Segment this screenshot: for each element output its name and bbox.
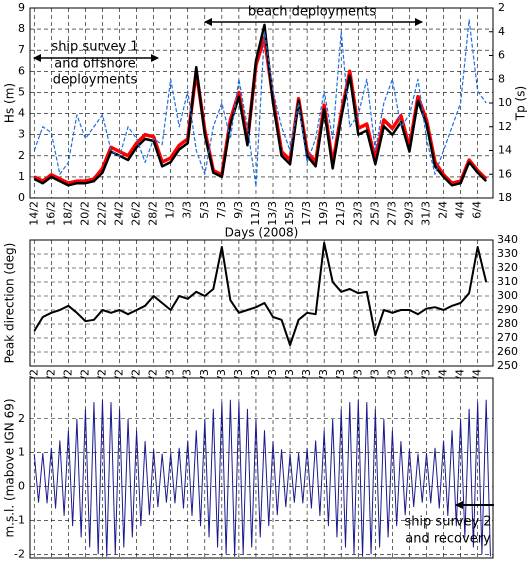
x-tick-label: 2/4 bbox=[437, 201, 450, 219]
y-tick-label: 2 bbox=[18, 412, 25, 425]
x-axis-title: Days (2008) bbox=[225, 226, 299, 240]
y2-tick-label: 6 bbox=[498, 49, 505, 62]
annotation: and recovery bbox=[405, 532, 491, 547]
x-tick-label: 20/2 bbox=[78, 201, 91, 226]
y-axis-title: Hs (m) bbox=[3, 83, 17, 123]
y2-tick-label: 10 bbox=[498, 96, 512, 109]
x-tick-label: 11/3 bbox=[249, 201, 262, 226]
x-tick-label: 19/3 bbox=[317, 201, 330, 226]
x-tick-label: 5/3 bbox=[198, 201, 211, 219]
x-tick-label: 7/3 bbox=[215, 201, 228, 219]
x-tick-label: 13/3 bbox=[266, 201, 279, 226]
y-tick-label: 320 bbox=[497, 261, 518, 274]
annotation: ship survey 1 bbox=[51, 40, 138, 55]
y2-tick-label: 4 bbox=[498, 25, 505, 38]
x-tick-label: 16/2 bbox=[44, 201, 57, 226]
y-tick-label: 7 bbox=[18, 43, 25, 56]
x-tick-label: 14/2 bbox=[27, 201, 40, 226]
y-tick-label: 300 bbox=[497, 289, 518, 302]
y-tick-label: 0 bbox=[18, 191, 25, 204]
annotation: ship survey 2 bbox=[404, 515, 491, 530]
y-tick-label: 1 bbox=[18, 170, 25, 183]
y-tick-label: 340 bbox=[497, 233, 518, 246]
y-tick-label: 4 bbox=[18, 107, 25, 120]
x-tick-label: 25/3 bbox=[368, 201, 381, 226]
y-tick-label: 2 bbox=[18, 149, 25, 162]
y2-tick-label: 12 bbox=[498, 120, 512, 133]
y2-tick-label: 18 bbox=[498, 191, 512, 204]
y-tick-label: -2 bbox=[14, 548, 25, 561]
data-line bbox=[33, 399, 491, 557]
y-tick-label: 260 bbox=[497, 345, 518, 358]
x-tick-label: 1/3 bbox=[164, 201, 177, 219]
y-tick-label: 9 bbox=[18, 1, 25, 14]
x-tick-label: 22/2 bbox=[95, 201, 108, 226]
data-line bbox=[33, 19, 487, 187]
y-tick-label: 0 bbox=[18, 480, 25, 493]
x-tick-label: 15/3 bbox=[283, 201, 296, 226]
x-tick-label: 27/3 bbox=[385, 201, 398, 226]
y-tick-label: 330 bbox=[497, 247, 518, 260]
x-tick-label: 31/3 bbox=[419, 201, 432, 226]
y-axis-title: Peak direction (deg) bbox=[3, 243, 17, 364]
x-tick-label: 23/3 bbox=[351, 201, 364, 226]
x-tick-label: 24/2 bbox=[113, 201, 126, 226]
annotation: deployments bbox=[53, 73, 138, 88]
x-tick-label: 3/3 bbox=[181, 201, 194, 219]
annotation: beach deployments bbox=[248, 5, 376, 20]
y2-tick-label: 8 bbox=[498, 72, 505, 85]
y-tick-label: 290 bbox=[497, 303, 518, 316]
x-tick-label: 26/2 bbox=[130, 201, 143, 226]
x-tick-label: 9/3 bbox=[232, 201, 245, 219]
x-tick-label: 29/3 bbox=[402, 201, 415, 226]
y-tick-label: 1 bbox=[18, 446, 25, 459]
x-tick-label: 28/2 bbox=[147, 201, 160, 226]
data-line bbox=[33, 241, 488, 346]
y-axis-title: m.s.l. (mabove IGN 69) bbox=[3, 398, 17, 537]
data-line bbox=[33, 23, 488, 187]
x-tick-label: 4/4 bbox=[454, 201, 467, 219]
y-tick-label: 3 bbox=[18, 128, 25, 141]
x-tick-label: 6/4 bbox=[471, 201, 484, 219]
y-tick-label: -1 bbox=[14, 514, 25, 527]
y-tick-label: 280 bbox=[497, 317, 518, 330]
y2-tick-label: 14 bbox=[498, 144, 512, 157]
y-tick-label: 250 bbox=[497, 359, 518, 372]
y-tick-label: 6 bbox=[18, 64, 25, 77]
x-tick-label: 18/2 bbox=[61, 201, 74, 226]
y-tick-label: 8 bbox=[18, 22, 25, 35]
y-tick-label: 5 bbox=[18, 85, 25, 98]
y2-tick-label: 2 bbox=[498, 1, 505, 14]
x-tick-label: 17/3 bbox=[300, 201, 313, 226]
y2-tick-label: 16 bbox=[498, 167, 512, 180]
x-tick-label: 21/3 bbox=[334, 201, 347, 226]
y-tick-label: 270 bbox=[497, 331, 518, 344]
plot-frame bbox=[29, 239, 494, 367]
y-tick-label: 310 bbox=[497, 275, 518, 288]
y2-axis-title: Tp (s) bbox=[514, 86, 528, 121]
